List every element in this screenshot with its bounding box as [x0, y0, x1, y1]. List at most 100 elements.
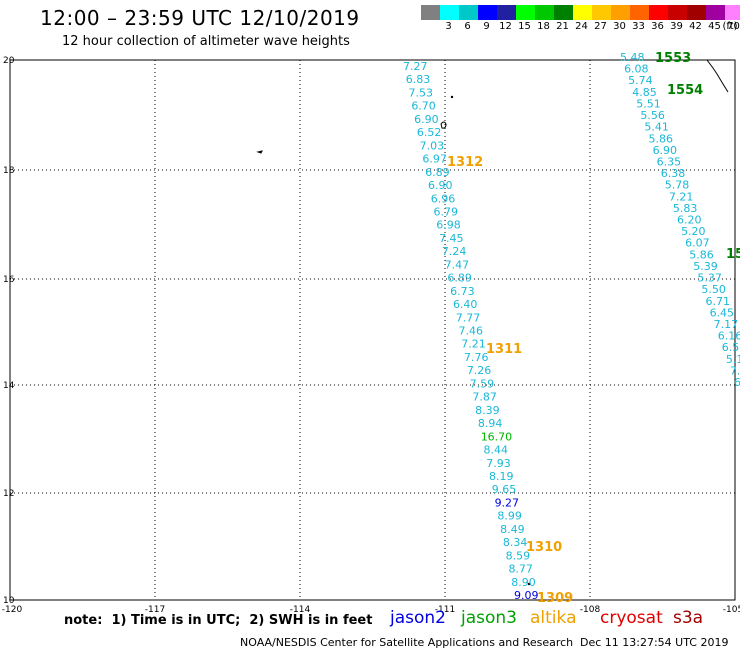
wave-height-value: 5.83 [673, 202, 698, 215]
wave-height-value: 5.39 [693, 260, 718, 273]
island-dot [450, 95, 454, 99]
color-swatch [725, 5, 740, 20]
pass-number-label: 1311 [486, 342, 522, 357]
wave-height-value: 9.09 [514, 589, 539, 602]
longitude-label: -108 [580, 605, 601, 615]
wave-height-value: 7.77 [456, 311, 481, 324]
wave-height-value: 5.20 [681, 225, 706, 238]
island-outline [256, 150, 263, 154]
color-scale-label: 39 [670, 21, 683, 32]
latitude-label: 12 [3, 489, 14, 499]
color-scale-label: 18 [537, 21, 550, 32]
wave-height-value: 8.39 [475, 404, 500, 417]
color-swatch [706, 5, 725, 20]
wave-height-value: 6.16 [718, 330, 740, 343]
wave-height-value: 6.52 [417, 126, 442, 139]
wave-height-value: 16.70 [481, 430, 513, 443]
pass-number-label: 1553 [655, 51, 691, 66]
wave-height-value: 7.24 [442, 245, 467, 258]
footer-note: note: 1) Time is in UTC; 2) SWH is in fe… [64, 613, 373, 628]
wave-height-value: 6.98 [436, 219, 461, 232]
color-scale-label: 45 [708, 21, 721, 32]
wave-height-value: 8.59 [506, 549, 531, 562]
page-title: 12:00 – 23:59 UTC 12/10/2019 [40, 6, 360, 30]
wave-height-value: 7.47 [445, 258, 470, 271]
color-scale-bar [421, 5, 740, 20]
wave-height-value: 6.57 [722, 341, 740, 354]
wave-height-value: 6.83 [406, 73, 431, 86]
credit-text: NOAA/NESDIS Center for Satellite Applica… [240, 636, 574, 649]
color-scale-label: 12 [499, 21, 512, 32]
wave-height-value: 5.16 [726, 353, 740, 366]
wave-height-value: 7.21 [669, 190, 694, 203]
wave-height-value: 7.8 [730, 364, 740, 377]
wave-height-value: 6.07 [685, 237, 710, 250]
color-scale-label: 3 [445, 21, 452, 32]
wave-height-value: 5.86 [689, 248, 714, 261]
wave-height-value: 7.27 [403, 60, 428, 73]
wave-height-value: 6 [734, 376, 740, 389]
wave-height-value: 8.94 [478, 417, 503, 430]
longitude-label: -111 [435, 605, 455, 615]
wave-height-value: 4.85 [632, 86, 657, 99]
wave-height-value: 8.77 [508, 563, 533, 576]
wave-height-value: 6.40 [453, 298, 478, 311]
longitude-label: -114 [290, 605, 311, 615]
color-scale-label: 42 [689, 21, 702, 32]
wave-height-value: 6.90 [414, 113, 439, 126]
longitude-label: -105 [723, 605, 740, 615]
color-scale-label: 33 [632, 21, 645, 32]
color-swatch [687, 5, 706, 20]
color-swatch [649, 5, 668, 20]
island-dot [527, 582, 531, 586]
pass-number-label: 15 [726, 247, 740, 262]
color-scale-label: 24 [575, 21, 588, 32]
wave-height-value: 5.86 [649, 132, 674, 145]
color-scale-label: 15 [518, 21, 531, 32]
longitude-label: -120 [2, 605, 23, 615]
wave-height-value: 5.48 [620, 51, 645, 64]
pass-number-label: 1312 [447, 155, 483, 170]
wave-height-value: 7.17 [714, 318, 739, 331]
legend-item-altika: altika [530, 608, 577, 628]
wave-height-value: 7.53 [409, 86, 434, 99]
legend-item-jason3: jason3 [461, 608, 517, 628]
wave-height-value: 7.45 [439, 232, 464, 245]
page-subtitle: 12 hour collection of altimeter wave hei… [62, 34, 350, 49]
wave-height-value: 5.78 [665, 179, 690, 192]
wave-height-value: 6.38 [661, 167, 686, 180]
color-swatch [554, 5, 573, 20]
legend-item-s3a: s3a [673, 608, 704, 628]
color-swatch [592, 5, 611, 20]
color-swatch [611, 5, 630, 20]
wave-height-value: 8.90 [511, 576, 535, 589]
wave-height-value: 6.70 [411, 100, 436, 113]
pass-number-label: 1554 [667, 83, 703, 98]
wave-height-value: 8.49 [500, 523, 525, 536]
wave-height-value: 5.50 [701, 283, 726, 296]
wave-height-value: 6.73 [450, 285, 475, 298]
latitude-label: 20 [3, 56, 15, 66]
legend-item-jason2: jason2 [390, 608, 446, 628]
color-swatch [497, 5, 516, 20]
legend-item-cryosat: cryosat [600, 608, 663, 628]
pass-number-label: 1309 [537, 591, 573, 606]
wave-height-value: 6.90 [653, 144, 678, 157]
color-swatch [535, 5, 554, 20]
color-scale-label: 21 [556, 21, 569, 32]
island-outline [440, 121, 447, 129]
wave-height-value: 8.99 [497, 510, 521, 523]
wave-height-value: 7.93 [486, 457, 511, 470]
wave-height-value: 7.76 [464, 351, 489, 364]
color-scale-label: 6 [464, 21, 471, 32]
latitude-label: 14 [3, 381, 15, 391]
color-swatch [459, 5, 478, 20]
color-scale-label: 36 [651, 21, 664, 32]
longitude-label: -117 [145, 605, 165, 615]
wave-height-value: 6.45 [710, 306, 735, 319]
color-scale-label: 27 [594, 21, 607, 32]
wave-height-value: 8.34 [503, 536, 528, 549]
color-swatch [440, 5, 459, 20]
wave-height-value: 6.20 [677, 214, 702, 227]
